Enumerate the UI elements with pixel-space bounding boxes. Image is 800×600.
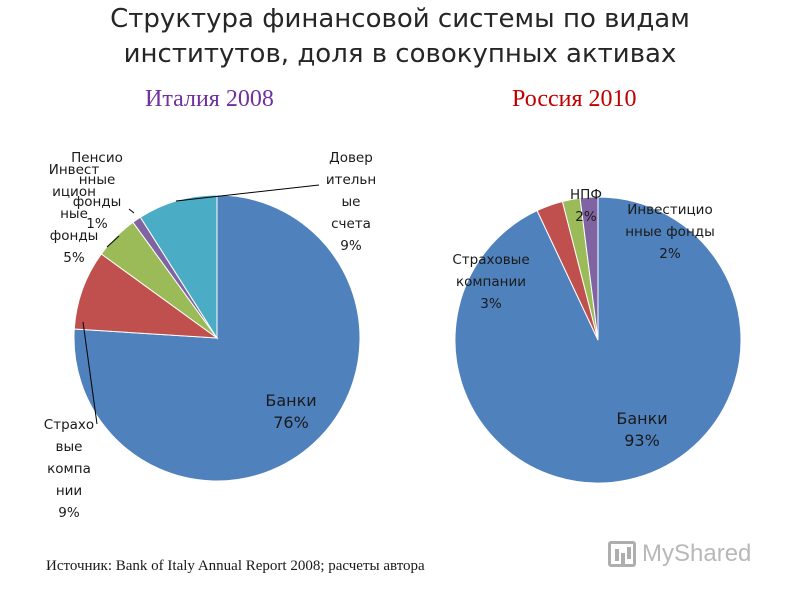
source-note: Источник: Bank of Italy Annual Report 20… [46,558,425,574]
myshared-watermark: MyShared [608,537,768,571]
russia-label-npf-line-0: НПФ [570,187,602,203]
italy-chart-title: Италия 2008 [145,86,274,112]
italy-leader-investment [106,235,120,248]
italy-pie: Банки 76% Страхо вые компа нии 9% Инвест ицион ны… [44,150,376,521]
slide-title-line-1: Структура финансовой системы по видам [110,4,690,34]
italy-label-investment-line-4: 5% [63,250,85,266]
italy-label-insurance-line-0: Страхо [44,417,94,433]
russia-label-insurance-line-0: Страховые [452,252,529,268]
italy-label-trust-line-0: Довер [329,150,373,166]
italy-label-investment-line-2: ные [60,206,88,222]
italy-leader-insurance [82,321,98,425]
watermark-text: MyShared [642,540,752,567]
italy-label-insurance-line-4: 9% [58,505,80,521]
russia-label-banks-line-1: 93% [624,431,660,450]
italy-label-investment-line-3: фонды [50,228,99,244]
russia-pie: Банки 93% Страховые компании 3% Инвестицио нны… [452,187,742,484]
italy-leader-trust [175,184,320,202]
russia-chart-title: Россия 2010 [512,86,637,112]
italy-label-insurance-line-1: вые [56,439,83,455]
bar-chart-logo-icon [608,541,636,567]
russia-label-npf-line-1: 2% [575,209,597,225]
italy-label-trust-line-2: ые [342,194,361,210]
italy-label-banks-line-1: 76% [273,413,309,432]
italy-label-trust-line-4: 9% [340,238,362,254]
slide-title-line-2: институтов, доля в совокупных активах [123,39,677,69]
italy-label-insurance-line-3: нии [56,483,82,499]
russia-label-banks-line-0: Банки [616,409,667,428]
italy-label-investment-line-0: Инвест [49,162,100,178]
italy-slice-insurance [73,253,219,339]
italy-label-trust-line-3: счета [331,216,371,232]
italy-label-npf-line-3: 1% [86,216,108,232]
italy-label-investment-line-1: ицион [52,184,96,200]
russia-label-insurance-line-1: компании [456,274,526,290]
russia-label-investment-line-1: нные фонды [625,224,715,240]
russia-label-investment-line-0: Инвестицио [627,202,712,218]
italy-label-npf-line-2: фонды [73,194,122,210]
italy-leader-npf [128,208,135,214]
italy-label-npf-line-1: нные [79,172,116,188]
russia-label-investment-line-2: 2% [659,246,681,262]
italy-label-npf-line-0: Пенсио [71,150,123,166]
italy-slice-banks [73,194,361,482]
slide-title: Структура финансовой системы по видам ин… [0,2,800,72]
italy-label-insurance-line-2: компа [47,461,91,477]
russia-label-insurance-line-2: 3% [480,296,502,312]
italy-label-banks-line-0: Банки [265,391,316,410]
italy-label-trust-line-1: ительн [326,172,376,188]
russia-slice-npf [579,196,599,341]
